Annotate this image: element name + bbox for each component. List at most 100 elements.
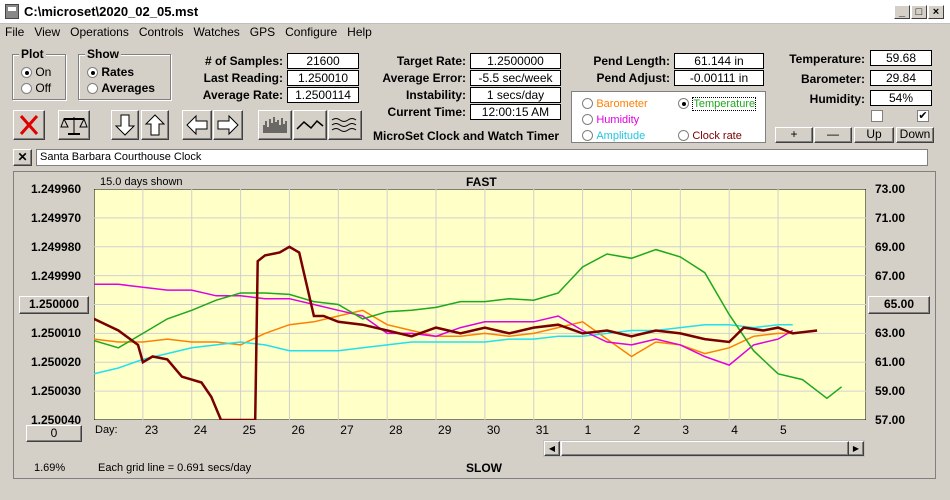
amplitude-radio[interactable]	[582, 130, 593, 142]
down-button[interactable]: Down	[896, 127, 934, 143]
target-rate-label: Target Rate:	[396, 54, 466, 68]
sensor-temperature-option[interactable]: Temperature	[678, 96, 757, 111]
plot-area[interactable]	[94, 189, 866, 420]
option-checkbox-1[interactable]	[871, 110, 883, 122]
clock-rate-label: Clock rate	[692, 130, 742, 142]
app-icon[interactable]	[5, 4, 19, 19]
minimize-button[interactable]: _	[894, 5, 910, 19]
scroll-right-button[interactable]: ▶	[848, 441, 864, 456]
scroll-thumb[interactable]	[561, 441, 849, 456]
amplitude-label: Amplitude	[596, 130, 646, 142]
show-averages-option[interactable]: Averages	[87, 81, 155, 95]
red-x-icon	[19, 115, 39, 135]
plot-on-radio[interactable]	[21, 67, 32, 79]
close-icon: ✕	[17, 150, 28, 164]
menu-gps[interactable]: GPS	[249, 25, 276, 39]
last-reading-label: Last Reading:	[203, 71, 283, 85]
clear-data-button[interactable]	[13, 110, 45, 140]
arrow-right-button[interactable]	[213, 110, 243, 140]
show-averages-radio[interactable]	[87, 83, 98, 95]
arrow-down-button[interactable]	[111, 110, 139, 140]
zero-button[interactable]: 0	[26, 425, 82, 442]
x-tick-label: 24	[193, 423, 208, 437]
horizontal-scrollbar[interactable]: ◀ ▶	[543, 440, 865, 457]
option-checkbox-2[interactable]: ✔	[917, 110, 929, 122]
x-tick-label: 3	[682, 423, 690, 437]
plot-off-label: Off	[35, 81, 52, 95]
y-right-tick-label: 67.00	[875, 268, 906, 283]
plot-off-option[interactable]: Off	[21, 81, 51, 95]
humidity-radio[interactable]	[582, 114, 593, 126]
target-rate-value[interactable]: 1.2500000	[470, 53, 561, 69]
close-window-button[interactable]: ×	[928, 5, 944, 19]
menu-watches[interactable]: Watches	[193, 25, 240, 39]
bar-graph-icon	[263, 117, 287, 133]
menu-file[interactable]: File	[5, 25, 25, 39]
show-rates-radio[interactable]	[87, 67, 98, 79]
barometer-label: Barometer	[596, 98, 648, 110]
x-tick-label: 28	[389, 423, 403, 437]
sensor-clock-rate-option[interactable]: Clock rate	[678, 128, 742, 142]
menu-controls[interactable]: Controls	[138, 25, 184, 39]
temperature-label: Temperature	[692, 97, 757, 111]
center-rate-button[interactable]: 1.250000	[19, 296, 89, 314]
x-tick-label: 23	[144, 423, 159, 437]
temperature-radio[interactable]	[678, 98, 689, 110]
instability-label: Instability:	[405, 88, 466, 102]
line-plot-button[interactable]	[293, 110, 327, 140]
days-shown-label: 15.0 days shown	[100, 176, 183, 188]
minus-button[interactable]: —	[814, 127, 852, 143]
close-clock-button[interactable]: ✕	[13, 149, 32, 166]
y-left-tick-label: 1.250040	[31, 413, 82, 427]
show-rates-option[interactable]: Rates	[87, 65, 134, 79]
maximize-button[interactable]: □	[911, 5, 927, 19]
arrow-up-button[interactable]	[141, 110, 169, 140]
y-left-tick-label: 1.249990	[31, 268, 82, 283]
percent-label: 1.69%	[34, 462, 66, 474]
clock-name-field[interactable]: Santa Barbara Courthouse Clock	[36, 149, 928, 166]
samples-label: # of Samples:	[204, 54, 283, 68]
series-amplitude	[94, 323, 793, 375]
humidity-label: Humidity	[596, 114, 640, 126]
average-error-value: -5.5 sec/week	[470, 70, 561, 86]
bar-plot-button[interactable]	[258, 110, 292, 140]
up-button[interactable]: Up	[854, 127, 894, 143]
menu-operations[interactable]: Operations	[70, 25, 129, 39]
series-temperature	[94, 248, 843, 400]
pend-length-value[interactable]: 61.144 in	[674, 53, 764, 69]
barometer-radio[interactable]	[582, 98, 593, 110]
pend-adjust-value: -0.00111 in	[674, 70, 764, 86]
plot-off-radio[interactable]	[21, 83, 32, 95]
barometer-reading-label: Barometer:	[800, 72, 865, 86]
arrow-down-icon	[114, 114, 136, 136]
menu-bar: File View Operations Controls Watches GPS Conf…	[0, 24, 950, 42]
clock-rate-radio[interactable]	[678, 130, 689, 142]
sensor-humidity-option[interactable]: Humidity	[582, 112, 639, 126]
plot-group: Plot On Off	[12, 47, 66, 100]
menu-configure[interactable]: Configure	[285, 25, 338, 39]
pend-adjust-label: Pend Adjust:	[596, 71, 670, 85]
wave-plot-button[interactable]	[328, 110, 362, 140]
menu-help[interactable]: Help	[347, 25, 372, 39]
arrow-up-icon	[144, 114, 166, 136]
y-right-tick-label: 61.00	[875, 355, 906, 370]
show-averages-label: Averages	[101, 81, 155, 95]
arrow-left-button[interactable]	[182, 110, 212, 140]
plus-button[interactable]: +	[775, 127, 813, 143]
sensor-barometer-option[interactable]: Barometer	[582, 96, 648, 110]
show-legend: Show	[85, 47, 121, 61]
menu-view[interactable]: View	[34, 25, 61, 39]
balance-scale-icon	[60, 117, 88, 135]
x-tick-label: 27	[340, 423, 354, 437]
line-graph-icon	[296, 119, 324, 130]
scroll-left-button[interactable]: ◀	[544, 441, 560, 456]
center-sensor-button[interactable]: 65.00	[868, 296, 930, 314]
y-right-tick-label: 59.00	[875, 384, 906, 399]
balance-button[interactable]	[58, 110, 90, 140]
fast-label: FAST	[466, 175, 497, 189]
plot-on-option[interactable]: On	[21, 65, 51, 79]
sensor-amplitude-option[interactable]: Amplitude	[582, 128, 645, 142]
title-bar: C:\microset\2020_02_05.mst _ □ ×	[0, 0, 950, 24]
app-name-label: MicroSet Clock and Watch Timer	[373, 129, 560, 143]
x-tick-label: 25	[242, 423, 256, 437]
